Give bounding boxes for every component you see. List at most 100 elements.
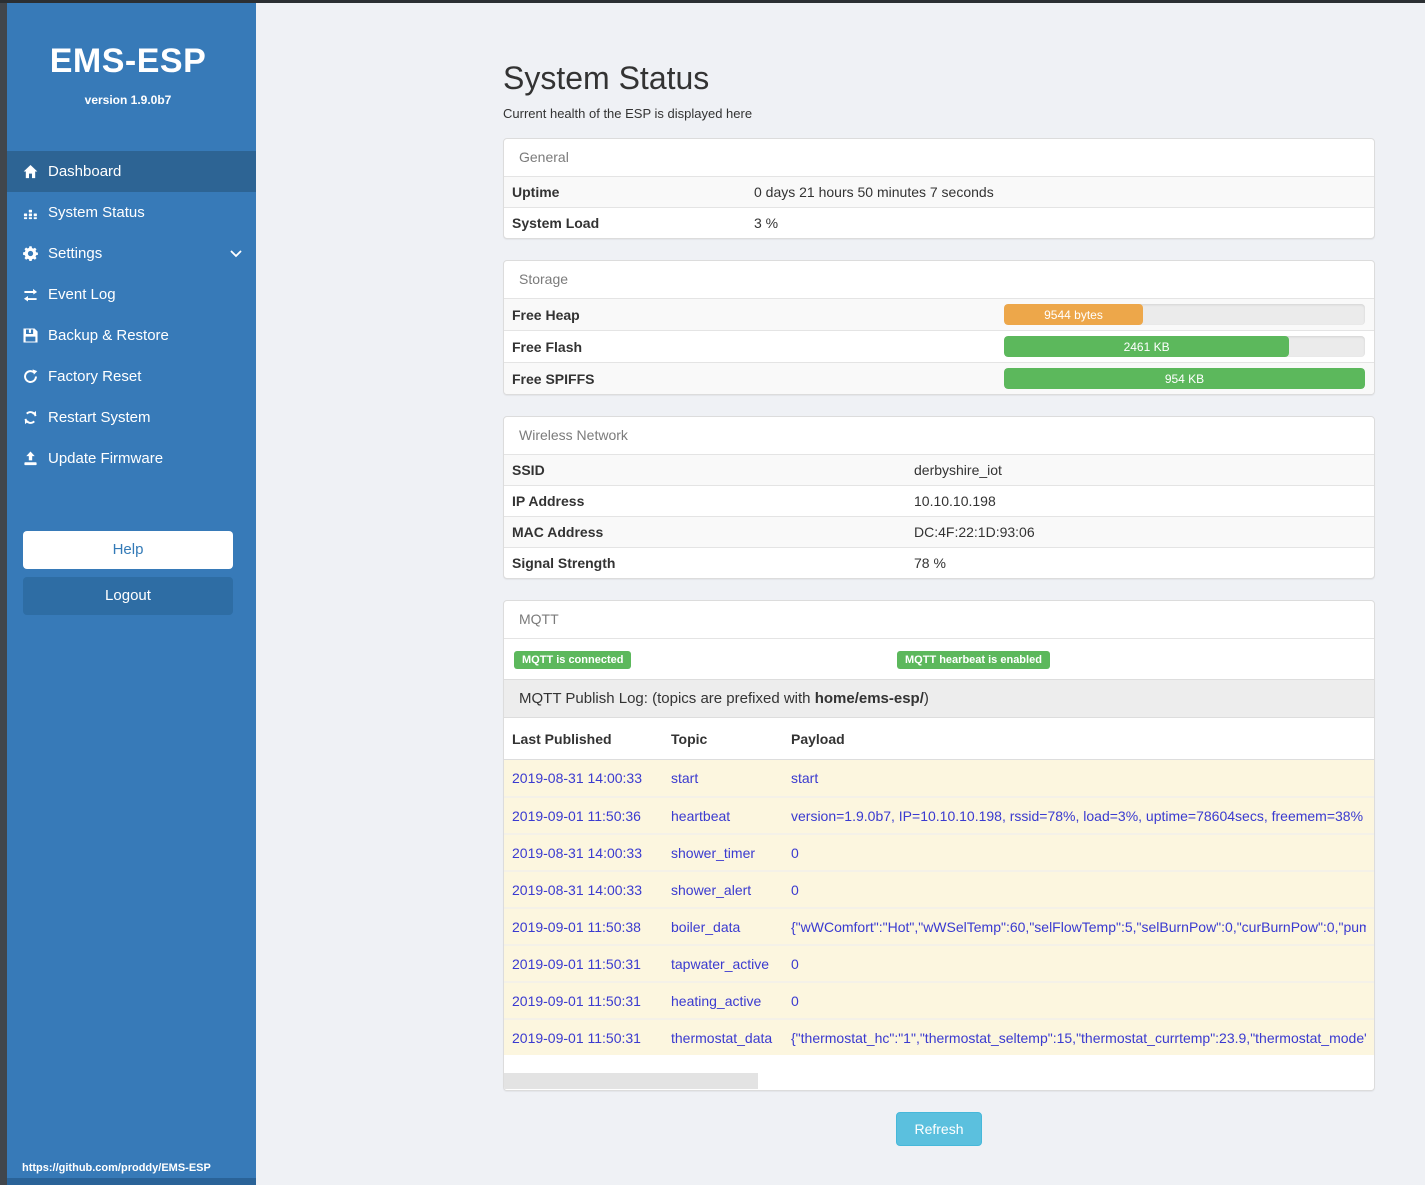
- free-flash-progressbar: 2461 KB: [1004, 336, 1365, 357]
- wireless-panel: Wireless Network SSID derbyshire_iot IP …: [503, 416, 1375, 579]
- storage-panel-heading: Storage: [519, 271, 569, 287]
- log-date: 2019-08-31 14:00:33: [512, 770, 642, 786]
- log-topic: boiler_data: [671, 918, 741, 935]
- table-row: Free Heap 9544 bytes: [504, 298, 1374, 330]
- signal-strength-label: Signal Strength: [512, 555, 616, 571]
- table-row: 2019-09-01 11:50:38 boiler_data {"wWComf…: [504, 907, 1374, 944]
- sidebar-item-restart-system[interactable]: Restart System: [0, 397, 256, 438]
- log-topic: shower_alert: [671, 881, 752, 898]
- main-area: System Status Current health of the ESP …: [256, 0, 1425, 1185]
- log-payload: start: [791, 770, 819, 786]
- sidebar-item-settings[interactable]: Settings: [0, 233, 256, 274]
- table-row: Free SPIFFS 954 KB: [504, 362, 1374, 394]
- log-date: 2019-09-01 11:50:31: [512, 1029, 641, 1046]
- window-left-border: [0, 0, 7, 1185]
- mqtt-panel-heading: MQTT: [519, 611, 559, 627]
- mac-address-value: DC:4F:22:1D:93:06: [914, 524, 1035, 540]
- sidebar-nav: Dashboard System Status Settings Event L…: [0, 151, 256, 479]
- progress-fill: 9544 bytes: [1004, 304, 1143, 325]
- progress-fill: 2461 KB: [1004, 336, 1290, 357]
- window-top-border: [0, 0, 1425, 3]
- log-topic: heartbeat: [671, 807, 731, 824]
- sidebar-item-label: System Status: [48, 204, 145, 221]
- sidebar-item-label: Event Log: [48, 286, 116, 303]
- log-date: 2019-08-31 14:00:33: [512, 844, 642, 861]
- ssid-value: derbyshire_iot: [914, 462, 1002, 478]
- app-version: version 1.9.0b7: [84, 93, 172, 107]
- log-topic: start: [671, 770, 699, 786]
- sidebar-item-label: Update Firmware: [48, 450, 164, 467]
- logout-button[interactable]: Logout: [23, 577, 233, 615]
- system-load-label: System Load: [512, 215, 600, 231]
- gear-icon: [22, 245, 39, 262]
- table-row: System Load 3 %: [504, 207, 1374, 238]
- table-row: 2019-09-01 11:50:31 tapwater_active 0: [504, 944, 1374, 981]
- table-row: Signal Strength 78 %: [504, 547, 1374, 578]
- chevron-down-icon: [230, 250, 242, 258]
- log-payload: version=1.9.0b7, IP=10.10.10.198, rssid=…: [791, 807, 1364, 824]
- chart-icon: [22, 204, 39, 221]
- horizontal-scrollbar: [504, 1073, 1374, 1090]
- sidebar-item-label: Dashboard: [48, 163, 122, 180]
- log-date: 2019-08-31 14:00:33: [512, 881, 642, 898]
- sidebar-item-event-log[interactable]: Event Log: [0, 274, 256, 315]
- free-heap-label: Free Heap: [512, 306, 580, 323]
- sidebar-item-dashboard[interactable]: Dashboard: [0, 151, 256, 192]
- table-row: 2019-09-01 11:50:36 heartbeat version=1.…: [504, 796, 1374, 833]
- ssid-label: SSID: [512, 462, 545, 478]
- mqtt-log-rows: 2019-08-31 14:00:33 start start 2019-09-…: [504, 759, 1374, 1055]
- home-icon: [22, 163, 39, 180]
- help-button[interactable]: Help: [23, 531, 233, 569]
- sidebar-item-label: Settings: [48, 245, 103, 262]
- log-date: 2019-09-01 11:50:31: [512, 992, 641, 1009]
- progress-fill: 954 KB: [1004, 368, 1365, 389]
- free-heap-progressbar: 9544 bytes: [1004, 304, 1365, 325]
- free-flash-label: Free Flash: [512, 338, 583, 355]
- sidebar: EMS-ESP version 1.9.0b7 Dashboard System…: [0, 0, 256, 1185]
- sidebar-item-backup-restore[interactable]: Backup & Restore: [0, 315, 256, 356]
- log-topic: shower_timer: [671, 844, 756, 861]
- refresh-button[interactable]: Refresh: [896, 1112, 982, 1146]
- general-panel-heading: General: [519, 149, 569, 165]
- table-row: Free Flash 2461 KB: [504, 330, 1374, 362]
- page-subtitle: Current health of the ESP is displayed h…: [503, 106, 753, 121]
- sidebar-item-update-firmware[interactable]: Update Firmware: [0, 438, 256, 479]
- log-payload: {"wWComfort":"Hot","wWSelTemp":60,"selFl…: [791, 918, 1366, 935]
- free-spiffs-progressbar: 954 KB: [1004, 368, 1365, 389]
- page-title: System Status: [503, 60, 710, 96]
- table-row: SSID derbyshire_iot: [504, 454, 1374, 485]
- log-payload: 0: [791, 992, 799, 1009]
- log-date: 2019-09-01 11:50:36: [512, 807, 641, 824]
- log-topic: thermostat_data: [671, 1029, 773, 1046]
- table-row: 2019-08-31 14:00:33 start start: [504, 759, 1374, 796]
- publish-log-topic-prefix: home/ems-esp/: [814, 690, 924, 707]
- log-topic: heating_active: [671, 992, 762, 1009]
- redo-icon: [22, 368, 39, 385]
- table-row: Uptime 0 days 21 hours 50 minutes 7 seco…: [504, 176, 1374, 207]
- uptime-value: 0 days 21 hours 50 minutes 7 seconds: [754, 184, 994, 200]
- free-spiffs-label: Free SPIFFS: [512, 370, 595, 387]
- system-load-value: 3 %: [754, 215, 779, 231]
- ip-address-label: IP Address: [512, 493, 585, 509]
- sidebar-item-label: Restart System: [48, 409, 151, 426]
- mqtt-connected-badge: MQTT is connected: [514, 651, 632, 670]
- sidebar-item-factory-reset[interactable]: Factory Reset: [0, 356, 256, 397]
- sync-icon: [22, 409, 39, 426]
- storage-panel: Storage Free Heap 9544 bytes Free Flash …: [503, 260, 1375, 395]
- save-icon: [22, 327, 39, 344]
- mqtt-heartbeat-badge: MQTT hearbeat is enabled: [897, 651, 1050, 670]
- signal-strength-value: 78 %: [914, 555, 946, 571]
- log-payload: {"thermostat_hc":"1","thermostat_seltemp…: [791, 1029, 1366, 1046]
- scrollbar-thumb[interactable]: [504, 1073, 758, 1089]
- table-row: 2019-08-31 14:00:33 shower_timer 0: [504, 833, 1374, 870]
- log-date: 2019-09-01 11:50:31: [512, 955, 641, 972]
- col-header-payload: Payload: [791, 730, 845, 747]
- sidebar-item-system-status[interactable]: System Status: [0, 192, 256, 233]
- uptime-label: Uptime: [512, 184, 560, 200]
- sidebar-item-label: Factory Reset: [48, 368, 142, 385]
- table-row: IP Address 10.10.10.198: [504, 485, 1374, 516]
- github-link[interactable]: https://github.com/proddy/EMS-ESP: [22, 1162, 211, 1174]
- sidebar-item-label: Backup & Restore: [48, 327, 169, 344]
- mac-address-label: MAC Address: [512, 524, 604, 540]
- log-payload: 0: [791, 955, 799, 972]
